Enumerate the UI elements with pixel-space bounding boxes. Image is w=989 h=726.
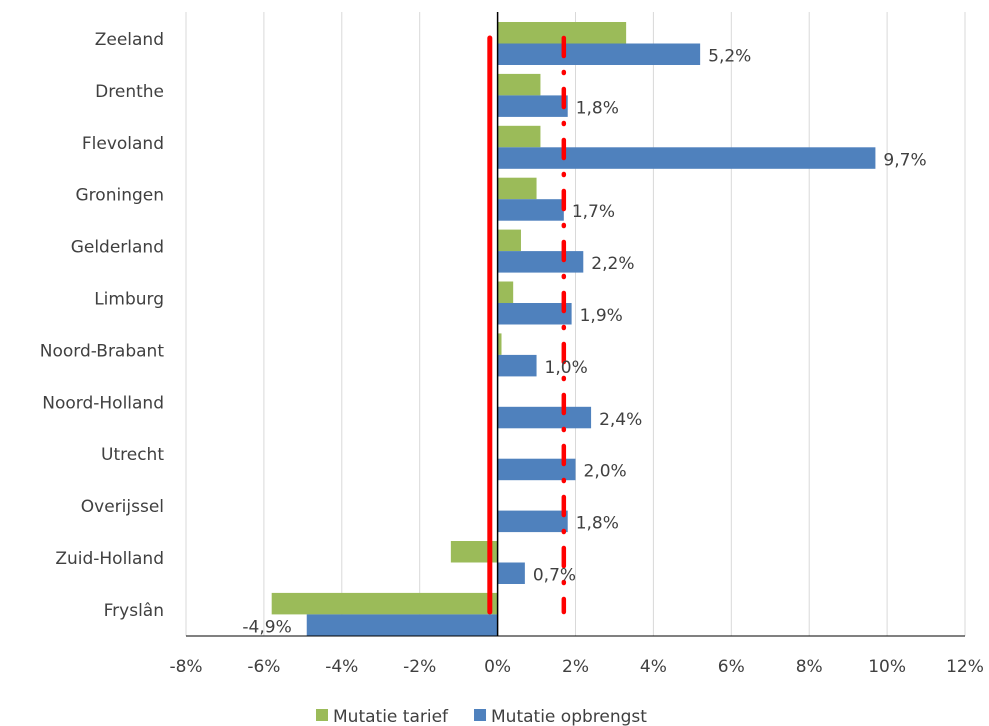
legend-swatch-mutatie-opbrengst <box>474 709 487 721</box>
x-tick-label: 10% <box>868 657 906 677</box>
x-tick-label: -2% <box>403 657 436 677</box>
data-label: -4,9% <box>242 617 291 637</box>
data-label: 1,0% <box>545 358 588 378</box>
x-tick-label: -8% <box>169 657 202 677</box>
legend: Mutatie tarief Mutatie opbrengst <box>316 707 647 726</box>
data-label: 2,4% <box>599 410 642 430</box>
data-label: 1,7% <box>572 202 615 222</box>
category-label: Noord-Holland <box>42 393 164 413</box>
bar-mutatie-opbrengst <box>497 562 525 584</box>
reference-lines <box>487 35 567 615</box>
bar-mutatie-opbrengst <box>497 199 564 221</box>
category-label: Groningen <box>76 186 165 206</box>
bar-mutatie-opbrengst <box>306 614 498 636</box>
x-tick-label: 6% <box>718 657 745 677</box>
bar-mutatie-opbrengst <box>497 510 568 533</box>
legend-label: Mutatie opbrengst <box>491 707 647 726</box>
x-tick-label: -6% <box>247 657 280 677</box>
bar-mutatie-tarief <box>497 281 514 303</box>
data-label: 5,2% <box>708 47 751 67</box>
x-tick-label: 0% <box>484 657 511 677</box>
bar-mutatie-opbrengst <box>497 147 876 169</box>
category-label: Zuid-Holland <box>55 549 164 569</box>
bar-mutatie-tarief <box>271 592 498 615</box>
data-label: 1,8% <box>576 98 619 118</box>
bar-mutatie-opbrengst <box>497 303 572 325</box>
legend-swatch-mutatie-tarief <box>316 709 328 721</box>
data-label: 9,7% <box>883 150 926 170</box>
bar-mutatie-tarief <box>497 73 541 96</box>
data-label: 1,9% <box>580 306 623 326</box>
x-tick-label: -4% <box>325 657 358 677</box>
x-tick-label: 2% <box>562 657 589 677</box>
data-label: 2,2% <box>591 254 634 274</box>
data-label: 2,0% <box>584 462 627 482</box>
category-label: Noord-Brabant <box>40 341 165 361</box>
legend-label: Mutatie tarief <box>333 707 449 726</box>
bar-mutatie-opbrengst <box>497 354 537 377</box>
bar-mutatie-opbrengst <box>497 458 576 481</box>
category-label: Gelderland <box>71 238 164 258</box>
bars <box>271 22 876 636</box>
category-label: Zeeland <box>95 30 164 50</box>
bar-mutatie-opbrengst <box>497 43 701 65</box>
bar-mutatie-tarief <box>497 22 627 44</box>
bar-mutatie-opbrengst <box>497 95 568 117</box>
x-tick-label: 4% <box>640 657 667 677</box>
data-label: 0,7% <box>533 566 576 586</box>
bar-mutatie-opbrengst <box>497 251 584 273</box>
x-tick-label: 12% <box>946 657 984 677</box>
bar-mutatie-tarief <box>450 541 498 563</box>
bar-mutatie-tarief <box>497 333 502 355</box>
bar-mutatie-tarief <box>497 125 541 148</box>
labels: -8% -6% -4% -2% 0% 2% 4% 6% 8% 10% 12% 5,2% Zeeland 1… <box>40 30 984 677</box>
bar-mutatie-tarief <box>497 177 537 200</box>
category-label: Flevoland <box>82 134 164 154</box>
category-label: Limburg <box>94 290 164 310</box>
axes <box>186 12 965 637</box>
category-label: Drenthe <box>95 82 164 102</box>
x-tick-label: 8% <box>796 657 823 677</box>
category-label: Fryslân <box>104 601 164 621</box>
category-label: Utrecht <box>101 445 164 465</box>
bar-mutatie-opbrengst <box>497 406 592 429</box>
bar-mutatie-tarief <box>497 229 521 252</box>
category-label: Overijssel <box>81 497 164 517</box>
data-label: 1,8% <box>576 514 619 534</box>
